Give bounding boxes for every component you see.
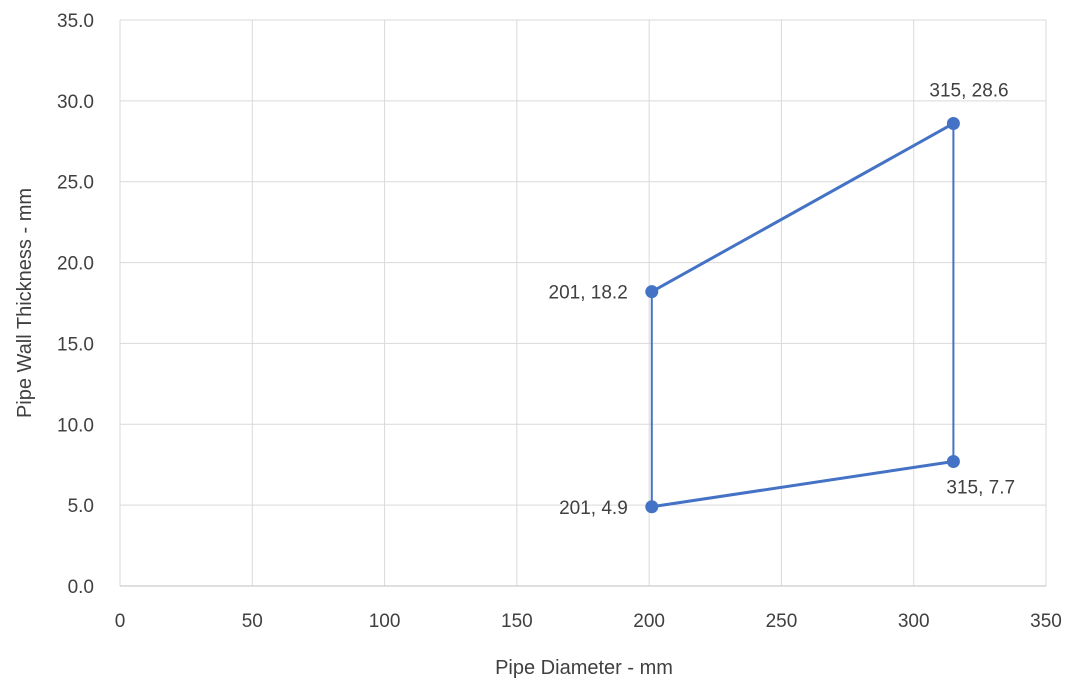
data-label: 315, 28.6 [929,80,1008,101]
y-axis-title: Pipe Wall Thickness - mm [14,188,36,418]
x-tick-label: 150 [501,611,533,632]
data-label: 315, 7.7 [946,477,1015,498]
x-tick-label: 300 [898,611,930,632]
data-point [946,116,960,130]
x-tick-label: 350 [1030,611,1062,632]
y-tick-label: 15.0 [57,334,94,355]
data-point [645,500,659,514]
y-tick-label: 30.0 [57,92,94,113]
series-line-segment [650,121,955,294]
x-tick-label: 0 [115,611,126,632]
x-tick-label: 50 [242,611,263,632]
x-tick-label: 100 [369,611,401,632]
y-tick-label: 10.0 [57,415,94,436]
y-tick-label: 35.0 [57,11,94,32]
data-label: 201, 4.9 [559,498,628,519]
y-tick-label: 0.0 [68,577,94,598]
y-tick-label: 25.0 [57,173,94,194]
x-axis-title: Pipe Diameter - mm [495,657,673,679]
gridlines [119,19,1047,587]
y-tick-label: 20.0 [57,254,94,275]
data-labels: 201, 4.9 201, 18.2 315, 28.6 315, 7.7 [549,80,1016,518]
data-label: 201, 18.2 [549,283,628,304]
data-point [645,285,659,299]
data-point [946,454,960,468]
x-tick-label: 250 [766,611,798,632]
axes: 0 50 100 150 200 250 300 350 0.0 5.0 10.0 15.0 20.0 2… [57,11,1062,632]
series [645,116,960,514]
series-line-segment [650,459,955,509]
y-tick-label: 5.0 [68,496,94,517]
x-tick-label: 200 [633,611,665,632]
